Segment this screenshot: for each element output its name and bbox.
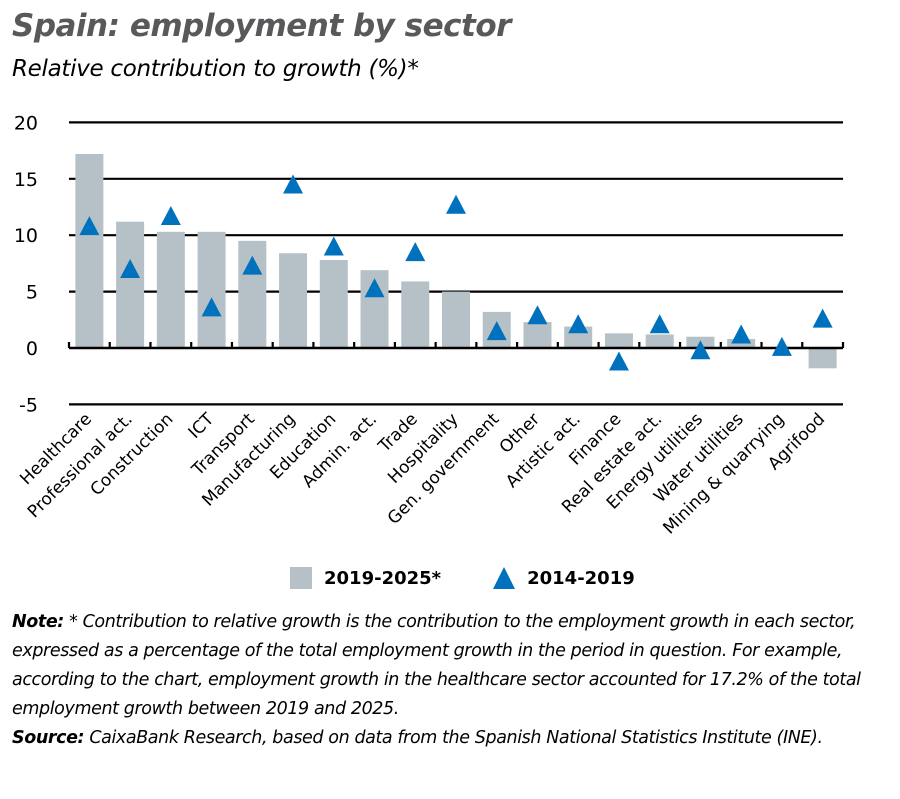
legend-label: 2019-2025*: [324, 567, 442, 589]
y-tick-label: -5: [19, 394, 38, 416]
x-tick-label: ICT: [185, 409, 219, 443]
chart-title: Spain: employment by sector: [12, 8, 511, 44]
gray-square-icon: [290, 567, 312, 589]
triangle-marker: [120, 259, 141, 279]
note-text: * Contribution to relative growth is the…: [12, 612, 861, 719]
triangle-marker: [527, 305, 548, 325]
y-tick-label: 5: [26, 282, 38, 304]
triangle-marker: [405, 242, 426, 262]
bar: [442, 291, 470, 348]
note-label: Note:: [12, 612, 64, 632]
chart-subtitle: Relative contribution to growth (%)*: [12, 56, 419, 82]
legend: 2019-2025* 2014-2019: [290, 567, 687, 589]
source-label: Source:: [12, 728, 85, 748]
triangle-marker: [242, 255, 263, 275]
triangle-marker: [690, 340, 711, 360]
triangle-marker: [486, 321, 507, 341]
triangle-marker: [649, 314, 670, 334]
bar: [116, 221, 145, 348]
y-tick-label: 0: [26, 338, 38, 360]
bar: [401, 281, 430, 348]
triangle-marker: [160, 206, 181, 226]
y-tick-label: 10: [14, 225, 38, 247]
blue-triangle-icon: [493, 567, 516, 589]
gridlines: [69, 121, 843, 406]
legend-label: 2014-2019: [527, 567, 635, 589]
markers-2014-2019: [79, 174, 833, 371]
triangle-marker: [446, 194, 466, 214]
triangle-marker: [771, 336, 792, 356]
x-axis: [67, 342, 845, 350]
bar: [604, 333, 633, 348]
triangle-marker: [364, 278, 385, 298]
bar: [75, 153, 104, 348]
bar: [808, 348, 837, 369]
triangle-marker: [79, 216, 100, 236]
bar: [279, 253, 308, 348]
source-text: CaixaBank Research, based on data from t…: [84, 728, 823, 748]
triangle-marker: [201, 297, 222, 317]
triangle-marker: [323, 236, 344, 256]
triangle-marker: [568, 314, 589, 334]
triangle-marker: [812, 308, 833, 328]
legend-item-2019-2025: 2019-2025*: [290, 567, 441, 589]
triangle-marker: [608, 351, 629, 371]
bar: [727, 338, 756, 348]
triangle-marker: [731, 324, 752, 344]
bars-2019-2025: [75, 153, 837, 369]
legend-item-2014-2019: 2014-2019: [493, 567, 635, 589]
bar: [319, 260, 348, 348]
y-tick-label: 20: [14, 112, 38, 134]
y-axis-labels: 20 15 10 5 0 -5: [14, 112, 38, 416]
footnote: Note: * Contribution to relative growth …: [12, 608, 892, 753]
triangle-marker: [283, 174, 304, 194]
bar: [523, 322, 552, 348]
y-tick-label: 15: [14, 169, 38, 191]
bar: [197, 231, 226, 348]
bar: [156, 231, 185, 348]
bar: [645, 334, 674, 348]
